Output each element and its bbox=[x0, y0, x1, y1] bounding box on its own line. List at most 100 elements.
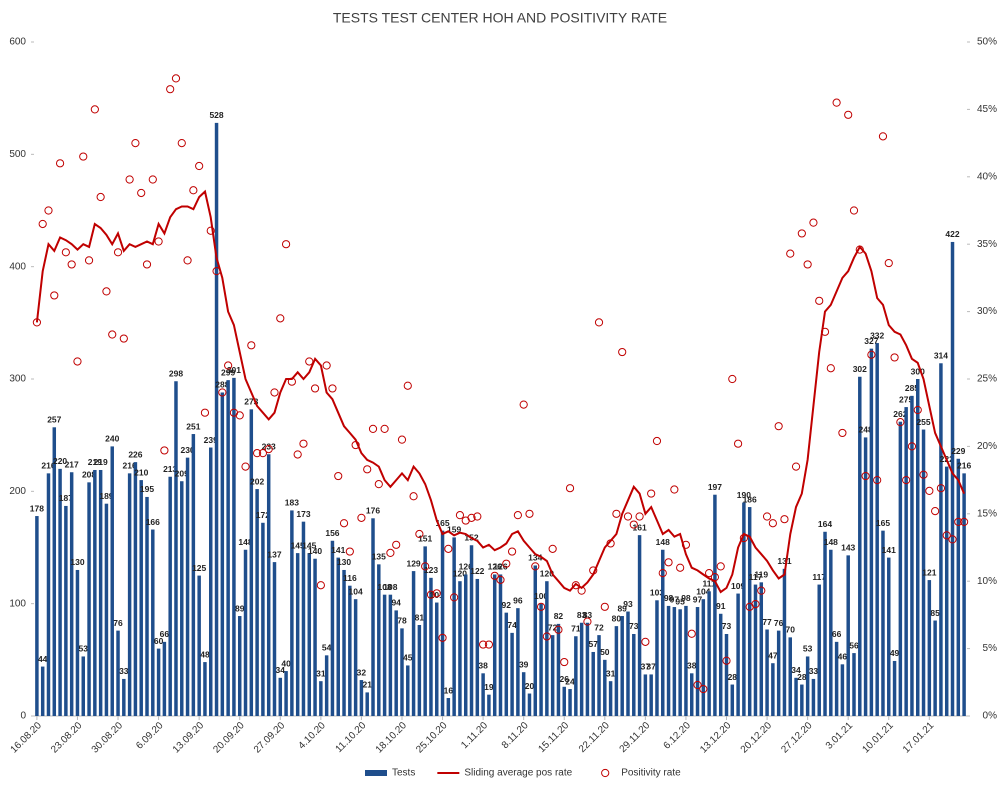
bar bbox=[411, 571, 416, 716]
bar bbox=[133, 462, 138, 716]
bar bbox=[429, 577, 433, 716]
bar bbox=[788, 637, 792, 716]
point bbox=[728, 374, 737, 384]
bar bbox=[933, 620, 937, 716]
point bbox=[855, 245, 864, 254]
point bbox=[415, 529, 424, 539]
point bbox=[641, 637, 650, 646]
point bbox=[444, 544, 453, 553]
data-label: 96 bbox=[513, 595, 523, 605]
data-label: 93 bbox=[623, 599, 633, 609]
bar bbox=[336, 557, 340, 716]
point bbox=[322, 361, 331, 370]
point bbox=[328, 384, 337, 393]
data-label: 172 bbox=[256, 510, 270, 520]
bar bbox=[944, 466, 949, 716]
bar bbox=[307, 553, 312, 716]
point bbox=[125, 175, 134, 184]
bar bbox=[643, 674, 648, 716]
point bbox=[154, 237, 163, 246]
bar bbox=[765, 629, 769, 716]
y-tick-label: 300 bbox=[9, 374, 26, 385]
data-label: 32 bbox=[357, 667, 367, 677]
bar bbox=[127, 473, 132, 716]
data-label: 53 bbox=[803, 644, 813, 654]
data-label: 202 bbox=[250, 476, 264, 486]
point bbox=[525, 509, 534, 518]
data-label: 37 bbox=[641, 662, 651, 672]
point bbox=[739, 533, 748, 543]
bar bbox=[243, 549, 248, 716]
data-label: 28 bbox=[728, 672, 738, 682]
point bbox=[507, 547, 517, 556]
data-label: 178 bbox=[30, 503, 44, 513]
data-label: 122 bbox=[470, 566, 484, 576]
data-label: 82 bbox=[554, 611, 564, 621]
point bbox=[44, 206, 53, 215]
data-label: 126 bbox=[488, 562, 502, 572]
data-label: 134 bbox=[528, 553, 542, 563]
point bbox=[606, 539, 615, 548]
point bbox=[664, 558, 673, 567]
y2-tick-label: 5% bbox=[983, 643, 998, 654]
y-tick-label: 100 bbox=[9, 598, 26, 609]
point bbox=[791, 462, 801, 471]
bar bbox=[452, 537, 456, 716]
data-label: 73 bbox=[722, 621, 732, 631]
bar bbox=[736, 593, 740, 716]
bar bbox=[655, 600, 659, 716]
bar bbox=[510, 632, 514, 716]
y-tick-label: 600 bbox=[9, 37, 26, 48]
legend-label: Positivity rate bbox=[621, 768, 681, 779]
data-label: 83 bbox=[583, 610, 593, 620]
data-label: 97 bbox=[670, 594, 680, 604]
bar bbox=[962, 473, 966, 716]
data-label: 108 bbox=[383, 582, 397, 592]
data-label: 104 bbox=[696, 586, 710, 596]
point bbox=[316, 581, 325, 590]
bar bbox=[846, 555, 850, 716]
y2-tick-label: 30% bbox=[977, 306, 997, 317]
data-label: 217 bbox=[65, 459, 79, 469]
bar bbox=[776, 630, 781, 716]
data-label: 314 bbox=[934, 351, 948, 361]
y2-tick-label: 25% bbox=[977, 374, 997, 385]
data-label: 83 bbox=[577, 610, 587, 620]
data-label: 40 bbox=[281, 658, 291, 668]
bar bbox=[388, 594, 393, 716]
data-label: 38 bbox=[478, 661, 488, 671]
bar bbox=[678, 609, 682, 716]
data-label: 183 bbox=[285, 498, 299, 508]
bar bbox=[64, 505, 68, 716]
bar bbox=[800, 684, 804, 716]
bar bbox=[579, 622, 584, 716]
data-label: 95 bbox=[675, 597, 685, 607]
y-tick-label: 400 bbox=[9, 261, 26, 272]
point bbox=[490, 571, 499, 580]
bar bbox=[116, 630, 120, 716]
legend-label: Sliding average pos rate bbox=[464, 768, 572, 779]
data-label: 33 bbox=[809, 666, 819, 676]
y-tick-label: 0 bbox=[20, 711, 26, 722]
bar bbox=[504, 612, 509, 716]
point bbox=[832, 98, 841, 107]
point bbox=[838, 428, 847, 438]
bar bbox=[875, 343, 879, 716]
data-label: 189 bbox=[99, 491, 113, 501]
point bbox=[380, 424, 389, 433]
data-label: 24 bbox=[565, 676, 575, 686]
data-label: 145 bbox=[291, 540, 305, 550]
point bbox=[710, 573, 720, 582]
bar bbox=[266, 454, 271, 716]
bar bbox=[892, 660, 897, 716]
point bbox=[861, 471, 870, 481]
point bbox=[623, 512, 633, 521]
bar bbox=[463, 574, 468, 716]
bar bbox=[348, 585, 352, 716]
data-label: 85 bbox=[930, 608, 940, 618]
data-label: 74 bbox=[507, 620, 517, 630]
chart-title: TESTS TEST CENTER HOH AND POSITIVITY RAT… bbox=[333, 10, 667, 26]
data-label: 73 bbox=[629, 621, 639, 631]
bar bbox=[759, 582, 764, 716]
data-label: 101 bbox=[430, 590, 444, 600]
